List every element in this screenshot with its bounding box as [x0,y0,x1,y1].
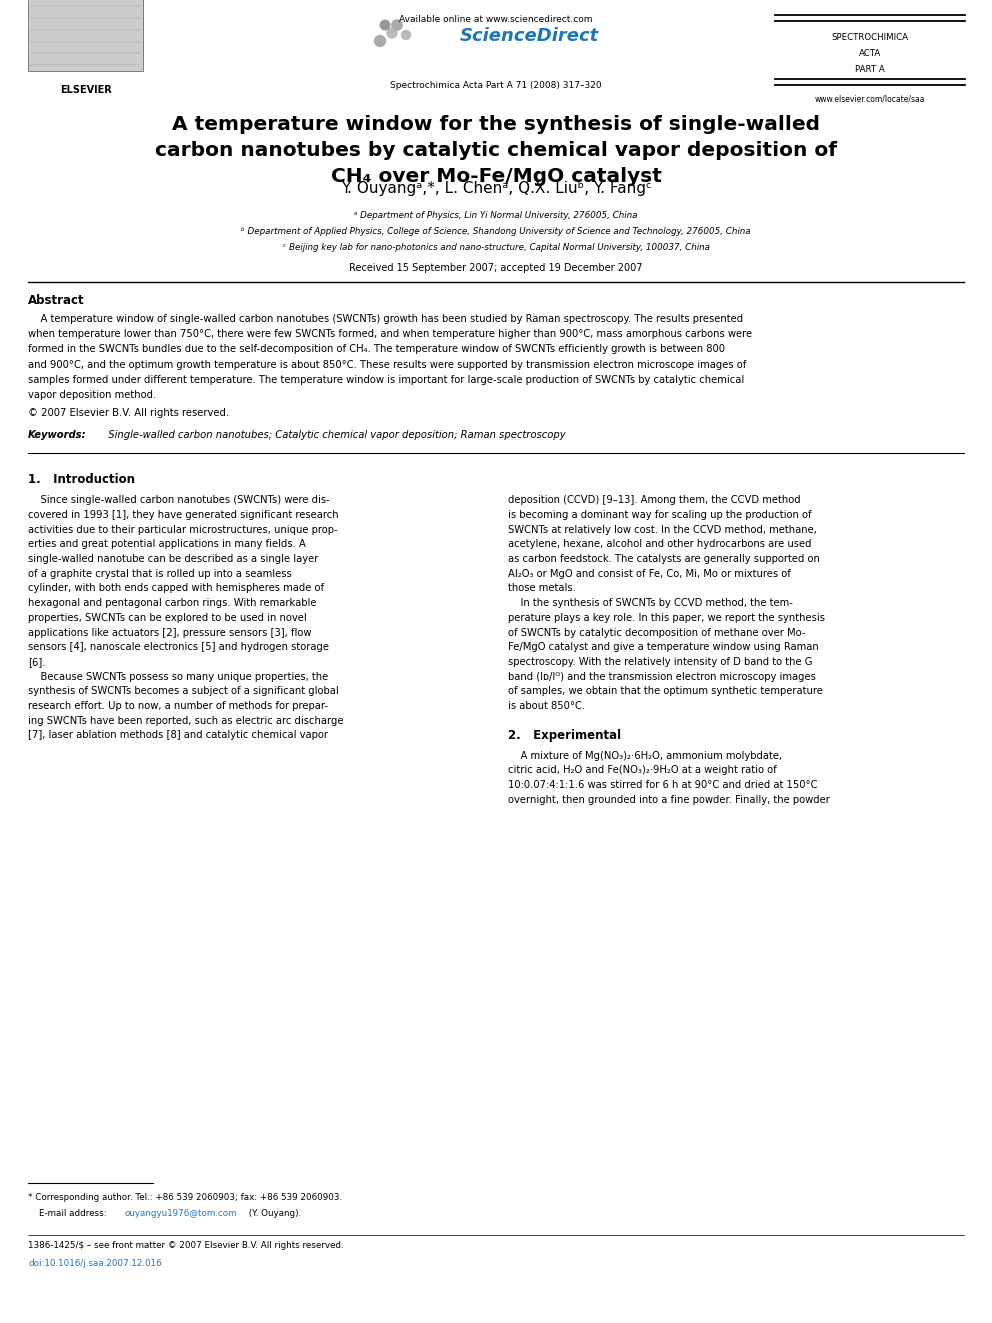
Text: when temperature lower than 750°C, there were few SWCNTs formed, and when temper: when temperature lower than 750°C, there… [28,329,752,339]
Text: © 2007 Elsevier B.V. All rights reserved.: © 2007 Elsevier B.V. All rights reserved… [28,409,229,418]
Text: A mixture of Mg(NO₃)₂·6H₂O, ammonium molybdate,: A mixture of Mg(NO₃)₂·6H₂O, ammonium mol… [508,750,782,761]
Text: 2.   Experimental: 2. Experimental [508,729,621,742]
Circle shape [392,20,402,30]
Text: acetylene, hexane, alcohol and other hydrocarbons are used: acetylene, hexane, alcohol and other hyd… [508,540,811,549]
Text: band (Iᴅ/Iᴳ) and the transmission electron microscopy images: band (Iᴅ/Iᴳ) and the transmission electr… [508,672,815,681]
Bar [28,0,143,71]
Text: 10:0.07:4:1:1.6 was stirred for 6 h at 90°C and dried at 150°C: 10:0.07:4:1:1.6 was stirred for 6 h at 9… [508,781,817,790]
Text: Y. Ouyangᵃ,*, L. Chenᵃ, Q.X. Liuᵇ, Y. Fangᶜ: Y. Ouyangᵃ,*, L. Chenᵃ, Q.X. Liuᵇ, Y. Fa… [340,181,652,196]
Text: as carbon feedstock. The catalysts are generally supported on: as carbon feedstock. The catalysts are g… [508,554,819,564]
Text: sensors [4], nanoscale electronics [5] and hydrogen storage: sensors [4], nanoscale electronics [5] a… [28,642,329,652]
Text: activities due to their particular microstructures, unique prop-: activities due to their particular micro… [28,525,337,534]
Text: * Corresponding author. Tel.: +86 539 2060903; fax: +86 539 2060903.: * Corresponding author. Tel.: +86 539 20… [28,1193,342,1203]
Text: ACTA: ACTA [859,49,881,58]
Circle shape [387,28,397,38]
Text: properties, SWCNTs can be explored to be used in novel: properties, SWCNTs can be explored to be… [28,613,307,623]
Text: of samples, we obtain that the optimum synthetic temperature: of samples, we obtain that the optimum s… [508,687,823,696]
Text: research effort. Up to now, a number of methods for prepar-: research effort. Up to now, a number of … [28,701,328,710]
Text: samples formed under different temperature. The temperature window is important : samples formed under different temperatu… [28,374,744,385]
Text: Available online at www.sciencedirect.com: Available online at www.sciencedirect.co… [399,15,593,24]
Circle shape [380,20,390,30]
Text: E-mail address:: E-mail address: [28,1209,109,1218]
Text: and 900°C, and the optimum growth temperature is about 850°C. These results were: and 900°C, and the optimum growth temper… [28,360,746,369]
Text: cylinder, with both ends capped with hemispheres made of: cylinder, with both ends capped with hem… [28,583,324,594]
Text: SPECTROCHIMICA: SPECTROCHIMICA [831,33,909,42]
Text: spectroscopy. With the relatively intensity of D band to the G: spectroscopy. With the relatively intens… [508,658,812,667]
Text: of SWCNTs by catalytic decomposition of methane over Mo-: of SWCNTs by catalytic decomposition of … [508,627,806,638]
Text: PART A: PART A [855,65,885,74]
Text: Because SWCNTs possess so many unique properties, the: Because SWCNTs possess so many unique pr… [28,672,328,681]
Text: In the synthesis of SWCNTs by CCVD method, the tem-: In the synthesis of SWCNTs by CCVD metho… [508,598,793,609]
Text: is about 850°C.: is about 850°C. [508,701,585,710]
Text: Abstract: Abstract [28,294,84,307]
Text: erties and great potential applications in many fields. A: erties and great potential applications … [28,540,306,549]
Text: ouyangyu1976@tom.com: ouyangyu1976@tom.com [124,1209,236,1218]
Text: overnight, then grounded into a fine powder. Finally, the powder: overnight, then grounded into a fine pow… [508,795,830,804]
Text: ScienceDirect: ScienceDirect [460,26,599,45]
Text: 1386-1425/$ – see front matter © 2007 Elsevier B.V. All rights reserved.: 1386-1425/$ – see front matter © 2007 El… [28,1241,343,1250]
Text: single-walled nanotube can be described as a single layer: single-walled nanotube can be described … [28,554,318,564]
Text: Single-walled carbon nanotubes; Catalytic chemical vapor deposition; Raman spect: Single-walled carbon nanotubes; Catalyti… [102,430,565,441]
Text: applications like actuators [2], pressure sensors [3], flow: applications like actuators [2], pressur… [28,627,311,638]
Text: (Y. Ouyang).: (Y. Ouyang). [246,1209,302,1218]
Text: hexagonal and pentagonal carbon rings. With remarkable: hexagonal and pentagonal carbon rings. W… [28,598,316,609]
Text: those metals.: those metals. [508,583,576,594]
Text: formed in the SWCNTs bundles due to the self-decomposition of CH₄. The temperatu: formed in the SWCNTs bundles due to the … [28,344,725,355]
Text: covered in 1993 [1], they have generated significant research: covered in 1993 [1], they have generated… [28,509,338,520]
Text: Al₂O₃ or MgO and consist of Fe, Co, Mi, Mo or mixtures of: Al₂O₃ or MgO and consist of Fe, Co, Mi, … [508,569,791,578]
Text: Received 15 September 2007; accepted 19 December 2007: Received 15 September 2007; accepted 19 … [349,263,643,273]
Circle shape [402,30,411,40]
Text: is becoming a dominant way for scaling up the production of: is becoming a dominant way for scaling u… [508,509,811,520]
Text: ᶜ Beijing key lab for nano-photonics and nano-structure, Capital Normal Universi: ᶜ Beijing key lab for nano-photonics and… [283,243,709,251]
Text: deposition (CCVD) [9–13]. Among them, the CCVD method: deposition (CCVD) [9–13]. Among them, th… [508,495,801,505]
Text: of a graphite crystal that is rolled up into a seamless: of a graphite crystal that is rolled up … [28,569,292,578]
Text: [6].: [6]. [28,658,46,667]
Text: vapor deposition method.: vapor deposition method. [28,390,157,400]
Text: perature plays a key role. In this paper, we report the synthesis: perature plays a key role. In this paper… [508,613,825,623]
Text: Since single-walled carbon nanotubes (SWCNTs) were dis-: Since single-walled carbon nanotubes (SW… [28,495,329,505]
Text: citric acid, H₂O and Fe(NO₃)₂·9H₂O at a weight ratio of: citric acid, H₂O and Fe(NO₃)₂·9H₂O at a … [508,766,777,775]
Circle shape [375,36,386,46]
Text: A temperature window of single-walled carbon nanotubes (SWCNTs) growth has been : A temperature window of single-walled ca… [28,314,743,324]
Text: 1.   Introduction: 1. Introduction [28,474,135,486]
Text: [7], laser ablation methods [8] and catalytic chemical vapor: [7], laser ablation methods [8] and cata… [28,730,328,741]
Text: Keywords:: Keywords: [28,430,86,441]
Text: Spectrochimica Acta Part A 71 (2008) 317–320: Spectrochimica Acta Part A 71 (2008) 317… [390,81,602,90]
Text: A temperature window for the synthesis of single-walled
carbon nanotubes by cata: A temperature window for the synthesis o… [155,115,837,185]
Text: ELSEVIER: ELSEVIER [60,85,111,95]
Text: SWCNTs at relatively low cost. In the CCVD method, methane,: SWCNTs at relatively low cost. In the CC… [508,525,816,534]
Text: www.elsevier.com/locate/saa: www.elsevier.com/locate/saa [814,95,926,105]
Text: ᵇ Department of Applied Physics, College of Science, Shandong University of Scie: ᵇ Department of Applied Physics, College… [241,228,751,235]
Text: Fe/MgO catalyst and give a temperature window using Raman: Fe/MgO catalyst and give a temperature w… [508,642,818,652]
Text: ᵃ Department of Physics, Lin Yi Normal University, 276005, China: ᵃ Department of Physics, Lin Yi Normal U… [354,210,638,220]
Text: synthesis of SWCNTs becomes a subject of a significant global: synthesis of SWCNTs becomes a subject of… [28,687,338,696]
Text: ing SWCNTs have been reported, such as electric arc discharge: ing SWCNTs have been reported, such as e… [28,716,343,726]
Text: doi:10.1016/j.saa.2007.12.016: doi:10.1016/j.saa.2007.12.016 [28,1259,162,1267]
